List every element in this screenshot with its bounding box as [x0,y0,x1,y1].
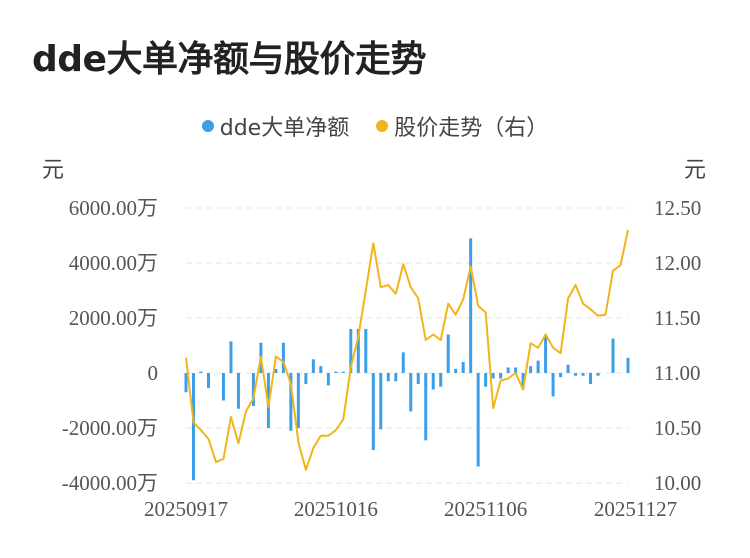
dde-bar[interactable] [521,373,525,389]
right-tick-label: 10.00 [654,471,701,495]
dde-bar[interactable] [476,373,480,467]
dde-bar[interactable] [371,373,375,450]
legend-label-price: 股价走势（右） [394,116,549,141]
dde-bar[interactable] [199,371,203,373]
dde-bar[interactable] [409,373,413,412]
dde-bar[interactable] [334,371,338,373]
dde-bar[interactable] [536,360,540,373]
dde-bar[interactable] [341,371,345,373]
right-tick-label: 12.50 [654,196,701,220]
dde-bar[interactable] [611,338,615,373]
right-tick-label: 12.00 [654,251,701,275]
dde-bar[interactable] [484,373,488,387]
dde-bar[interactable] [364,329,368,373]
x-tick-label: 20251106 [444,497,527,521]
x-tick-label: 20250917 [144,497,228,521]
dde-bar[interactable] [439,373,443,387]
dde-bar[interactable] [296,373,300,428]
dde-bar[interactable] [356,329,360,373]
price-line[interactable] [185,229,629,471]
right-tick-label: 11.50 [654,306,700,330]
right-tick-label: 10.50 [654,416,701,440]
left-tick-label: -4000.00万 [62,471,158,495]
dde-bar[interactable] [446,334,450,374]
left-axis-unit: 元 [42,157,64,182]
dde-bar[interactable] [461,362,465,373]
dde-bar[interactable] [596,373,600,376]
dde-bar[interactable] [326,373,330,386]
dde-bar[interactable] [506,367,510,374]
dde-bar[interactable] [394,373,398,382]
chart-title: dde大单净额与股价走势 [32,39,426,80]
dde-bar[interactable] [514,367,518,374]
dde-bar[interactable] [191,373,195,481]
dde-bar[interactable] [544,335,548,373]
dde-bar[interactable] [206,373,210,389]
dde-bar[interactable] [304,373,308,384]
dde-bar[interactable] [499,373,503,379]
dde-bar[interactable] [379,373,383,430]
dde-bar[interactable] [184,373,188,393]
left-tick-label: 2000.00万 [69,306,158,330]
dde-bar[interactable] [469,238,473,373]
dde-bar[interactable] [311,359,315,373]
dde-bar[interactable] [281,342,285,373]
dde-bar[interactable] [589,373,593,384]
dde-bar[interactable] [259,342,263,373]
legend-marker-price [376,120,389,132]
legend-item-price[interactable]: 股价走势（右） [376,110,548,142]
dde-bar[interactable] [529,366,533,373]
dde-bar[interactable] [266,373,270,428]
left-tick-label: -2000.00万 [62,416,158,440]
right-tick-label: 11.00 [654,361,700,385]
dde-bar[interactable] [319,366,323,373]
dde-bar[interactable] [236,373,240,409]
dde-bar[interactable] [431,373,435,390]
dde-bar[interactable] [551,373,555,397]
dde-bar[interactable] [251,373,255,406]
dde-bar[interactable] [574,373,578,376]
legend-marker-dde [201,120,214,132]
right-axis-unit: 元 [684,157,706,182]
left-tick-label: 0 [148,361,159,385]
dde-bar[interactable] [274,368,278,373]
dde-bar[interactable] [559,373,563,378]
dde-bar[interactable] [424,373,428,441]
left-tick-label: 4000.00万 [69,251,158,275]
legend-label-dde: dde大单净额 [219,116,350,141]
dde-bar[interactable] [401,352,405,373]
dde-bar[interactable] [221,373,225,401]
dde-bar[interactable] [454,368,458,373]
dde-bar[interactable] [491,373,495,379]
dde-bar[interactable] [581,373,585,376]
x-tick-label: 20251127 [594,497,677,521]
dde-bar[interactable] [566,364,570,373]
legend-item-dde[interactable]: dde大单净额 [201,110,350,142]
x-tick-label: 20251016 [294,497,378,521]
legend: dde大单净额 股价走势（右） [0,110,750,142]
dde-bar[interactable] [416,373,420,384]
dde-bar[interactable] [229,341,233,373]
left-tick-label: 6000.00万 [69,196,158,220]
dde-bar[interactable] [626,357,630,373]
dde-bar[interactable] [349,329,353,373]
dde-bar[interactable] [289,373,293,431]
dde-bar[interactable] [386,373,390,382]
